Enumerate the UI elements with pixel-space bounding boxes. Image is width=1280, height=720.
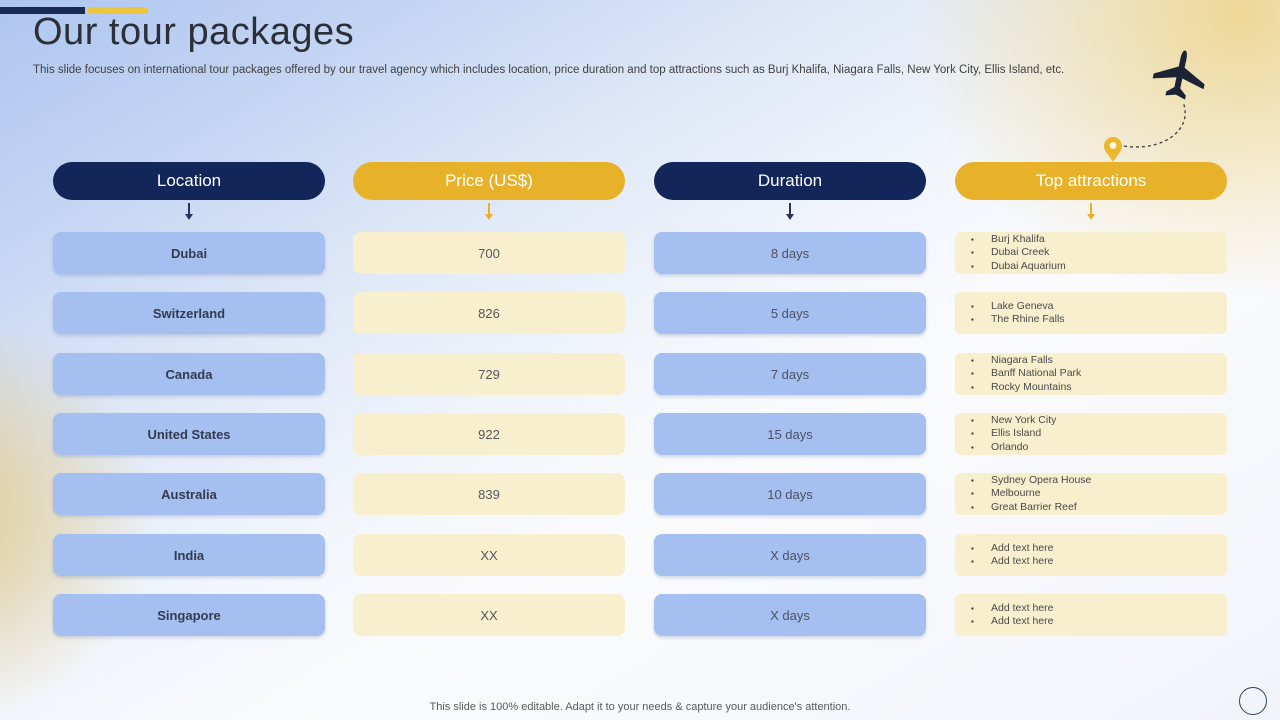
header-top-attractions: Top attractions [955,162,1227,200]
header-price: Price (US$) [353,162,625,200]
table-row: Switzerland 826 5 days Lake Geneva The R… [53,292,1227,334]
price-cell: XX [353,534,625,576]
location-cell: Switzerland [53,292,325,334]
attraction-item: Banff National Park [969,367,1081,381]
header-duration-label: Duration [757,171,823,190]
airplane-icon [1152,50,1205,100]
duration-cell: 15 days [654,413,926,455]
location-cell: Australia [53,473,325,515]
page-title: Our tour packages [33,11,355,53]
price-cell: 729 [353,353,625,395]
location-cell: Canada [53,353,325,395]
down-arrow-icon [484,203,494,220]
table-row: United States 922 15 days New York City … [53,413,1227,455]
table-row: Dubai 700 8 days Burj Khalifa Dubai Cree… [53,232,1227,274]
header-top-attractions-label: Top attractions [1035,171,1147,190]
attractions-cell: Add text here Add text here [955,594,1227,636]
top-accent-bar-gold [88,7,148,14]
attraction-item: Orlando [969,441,1056,455]
flight-decoration [1104,50,1205,162]
attractions-cell: Add text here Add text here [955,534,1227,576]
down-arrow-icon [184,203,194,220]
header-location-label: Location [156,171,222,190]
table-row: India XX X days Add text here Add text h… [53,534,1227,576]
attraction-item: Dubai Creek [969,246,1066,260]
price-cell: 700 [353,232,625,274]
attraction-item: Niagara Falls [969,354,1081,368]
attraction-item: Rocky Mountains [969,381,1081,395]
duration-cell: 7 days [654,353,926,395]
table-row: Canada 729 7 days Niagara Falls Banff Na… [53,353,1227,395]
duration-cell: 10 days [654,473,926,515]
attraction-item: Burj Khalifa [969,233,1066,247]
location-cell: Singapore [53,594,325,636]
price-cell: 826 [353,292,625,334]
location-cell: United States [53,413,325,455]
footer-note: This slide is 100% editable. Adapt it to… [429,701,851,713]
page-subtitle: This slide focuses on international tour… [33,64,1065,76]
down-arrow-icon [785,203,795,220]
price-cell: XX [353,594,625,636]
location-cell: Dubai [53,232,325,274]
duration-cell: X days [654,594,926,636]
attractions-cell: New York City Ellis Island Orlando [955,413,1227,455]
attraction-item: Dubai Aquarium [969,260,1066,274]
header-duration: Duration [654,162,926,200]
attraction-item: The Rhine Falls [969,313,1065,327]
attraction-item: Add text here [969,602,1053,616]
attraction-item: Sydney Opera House [969,474,1091,488]
location-cell: India [53,534,325,576]
attraction-item: New York City [969,414,1056,428]
price-cell: 839 [353,473,625,515]
header-location: Location [53,162,325,200]
attractions-cell: Burj Khalifa Dubai Creek Dubai Aquarium [955,232,1227,274]
price-cell: 922 [353,413,625,455]
flight-path-icon [1123,101,1186,148]
top-accent-bar-navy [0,7,85,14]
attraction-item: Add text here [969,615,1053,629]
table-row: Singapore XX X days Add text here Add te… [53,594,1227,636]
attractions-cell: Niagara Falls Banff National Park Rocky … [955,353,1227,395]
attraction-item: Ellis Island [969,427,1056,441]
attraction-item: Add text here [969,555,1053,569]
down-arrow-icon [1086,203,1096,220]
duration-cell: 5 days [654,292,926,334]
duration-cell: X days [654,534,926,576]
attractions-cell: Lake Geneva The Rhine Falls [955,292,1227,334]
attractions-cell: Sydney Opera House Melbourne Great Barri… [955,473,1227,515]
attraction-item: Add text here [969,542,1053,556]
attraction-item: Great Barrier Reef [969,501,1091,515]
attraction-item: Lake Geneva [969,300,1065,314]
attraction-item: Melbourne [969,487,1091,501]
table-row: Australia 839 10 days Sydney Opera House… [53,473,1227,515]
header-price-label: Price (US$) [445,171,533,190]
duration-cell: 8 days [654,232,926,274]
circle-outline-icon [1239,687,1267,715]
location-pin-icon [1104,137,1122,162]
